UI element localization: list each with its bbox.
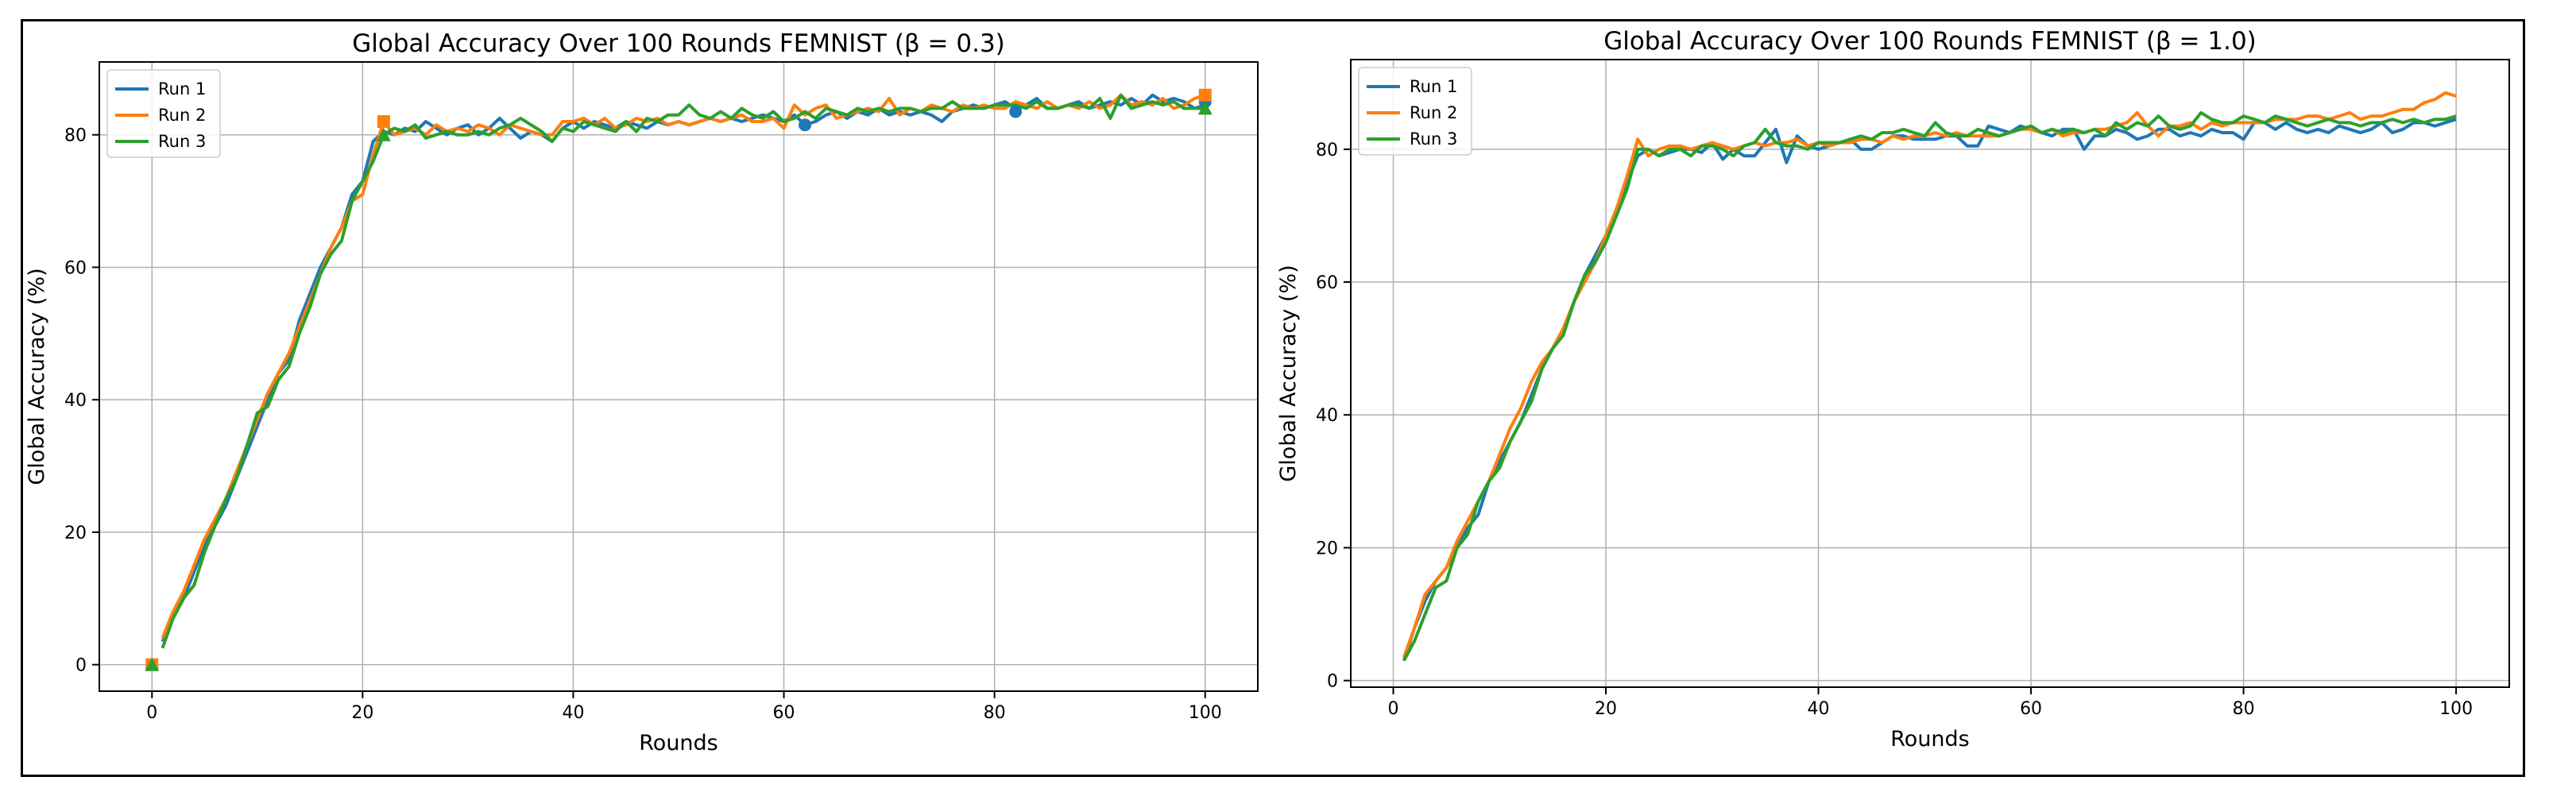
legend-label-run-3: Run 3 bbox=[1410, 129, 1457, 149]
series-line-run-2 bbox=[161, 93, 1206, 640]
legend-label-run-2: Run 2 bbox=[158, 106, 206, 125]
legend-label-run-2: Run 2 bbox=[1410, 103, 1457, 122]
series-line-run-2 bbox=[1402, 91, 2457, 659]
legend-box bbox=[106, 69, 221, 158]
x-tick-label: 40 bbox=[562, 703, 584, 723]
legend-box bbox=[1358, 67, 1472, 156]
y-tick-label: 80 bbox=[64, 126, 87, 146]
marker-run-2 bbox=[1198, 88, 1212, 102]
marker-run-3 bbox=[1197, 101, 1213, 115]
legend-label-run-3: Run 3 bbox=[158, 132, 206, 151]
chart-title: Global Accuracy Over 100 Rounds FEMNIST … bbox=[1603, 27, 2257, 56]
x-tick-label: 80 bbox=[984, 703, 1006, 723]
x-axis-label: Rounds bbox=[1890, 727, 1970, 752]
x-tick-label: 80 bbox=[2233, 699, 2255, 719]
marker-run-3 bbox=[376, 127, 391, 141]
y-tick-label: 20 bbox=[1316, 539, 1338, 558]
x-tick-label: 60 bbox=[2020, 699, 2042, 719]
y-tick-label: 40 bbox=[64, 391, 87, 411]
chart-title: Global Accuracy Over 100 Rounds FEMNIST … bbox=[352, 29, 1005, 58]
marker-run-1 bbox=[799, 118, 812, 132]
figure-frame bbox=[21, 19, 2525, 777]
axes-frame bbox=[99, 61, 1259, 692]
axes-frame bbox=[1350, 59, 2510, 688]
x-axis-label: Rounds bbox=[639, 731, 718, 756]
x-tick-label: 20 bbox=[1595, 699, 1617, 719]
y-tick-label: 0 bbox=[1327, 672, 1338, 692]
y-tick-label: 0 bbox=[75, 656, 87, 676]
marker-run-3 bbox=[145, 657, 160, 671]
x-tick-label: 0 bbox=[146, 703, 157, 723]
y-tick-label: 40 bbox=[1316, 406, 1338, 426]
y-tick-label: 60 bbox=[1316, 273, 1338, 293]
x-tick-label: 20 bbox=[351, 703, 373, 723]
series-line-run-1 bbox=[161, 93, 1206, 643]
y-tick-label: 20 bbox=[64, 524, 87, 543]
x-tick-label: 100 bbox=[1189, 703, 1222, 723]
legend-label-run-1: Run 1 bbox=[1410, 77, 1457, 96]
legend-label-run-1: Run 1 bbox=[158, 79, 206, 99]
y-axis-label: Global Accuracy (%) bbox=[25, 268, 49, 485]
series-line-run-3 bbox=[1402, 110, 2457, 662]
y-tick-label: 60 bbox=[64, 258, 87, 278]
x-tick-label: 100 bbox=[2439, 699, 2473, 719]
x-tick-label: 40 bbox=[1808, 699, 1830, 719]
series-line-run-3 bbox=[161, 93, 1205, 649]
chart-1: 0 20 40 60 80 100 0 20 40 60 80 Global Accuracy Ove… bbox=[25, 29, 1259, 756]
marker-run-2 bbox=[377, 115, 390, 129]
series-line-run-1 bbox=[1402, 118, 2457, 662]
y-axis-label: Global Accuracy (%) bbox=[1276, 265, 1301, 481]
marker-run-1 bbox=[1009, 105, 1023, 118]
y-tick-label: 80 bbox=[1316, 141, 1338, 160]
chart-2: 0 20 40 60 80 100 0 20 40 60 80 Global Accuracy Ove… bbox=[1276, 27, 2510, 752]
x-tick-label: 60 bbox=[773, 703, 795, 723]
x-tick-label: 0 bbox=[1388, 699, 1399, 719]
